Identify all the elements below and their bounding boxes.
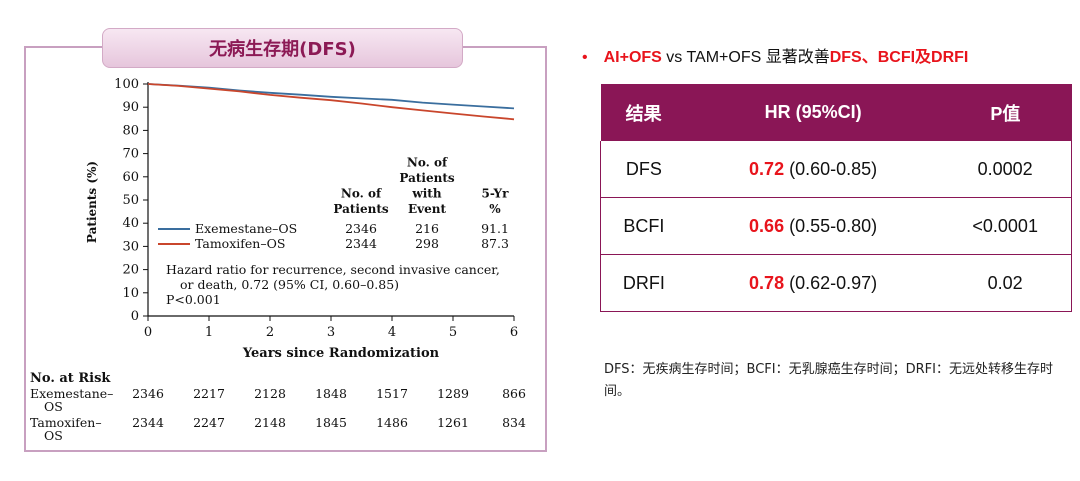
y-axis-label: Patients (%): [85, 161, 99, 243]
cell-hr: 0.66 (0.55-0.80): [686, 197, 940, 255]
figure-title-banner: 无病生存期(DFS): [102, 28, 463, 68]
at-risk-value: 2344: [132, 415, 164, 430]
x-tick-label: 3: [327, 325, 335, 340]
at-risk-value: 1517: [376, 386, 408, 401]
at-risk-value: 834: [502, 415, 526, 430]
at-risk-row-label: Exemestane–: [30, 386, 113, 401]
cell-p-value: 0.02: [939, 254, 1073, 312]
bullet-comparison: vs TAM+OFS 显著改善: [661, 49, 830, 66]
summary-patients: 2344: [345, 236, 377, 251]
summary-header-text: Event: [408, 202, 446, 216]
bullet-dot-icon: •: [582, 49, 588, 66]
header-p: P值: [939, 84, 1072, 141]
bullet-endpoints: DFS、BCFI及DRFI: [829, 49, 969, 66]
at-risk-value: 1289: [437, 386, 469, 401]
header-hr: HR (95%CI): [686, 84, 940, 141]
y-tick-label: 0: [131, 309, 139, 324]
x-axis-label: Years since Randomization: [242, 346, 440, 361]
x-tick-label: 5: [449, 325, 457, 340]
y-tick-label: 70: [122, 147, 139, 162]
at-risk-value: 2217: [193, 386, 225, 401]
summary-5yr: 91.1: [481, 221, 509, 236]
table-row: DRFI 0.78 (0.62-0.97) 0.02: [599, 254, 1073, 312]
at-risk-row-label: OS: [44, 399, 63, 414]
cell-p-value: <0.0001: [939, 197, 1073, 255]
at-risk-value: 2247: [193, 415, 225, 430]
y-tick-label: 40: [122, 216, 139, 231]
y-tick-label: 80: [122, 123, 139, 138]
summary-header-text: 5-Yr: [482, 187, 510, 201]
y-tick-label: 60: [122, 170, 139, 185]
hr-point-estimate: 0.72: [749, 158, 785, 179]
hazard-ratio-table: 结果 HR (95%CI) P值 DFS 0.72 (0.60-0.85) 0.…: [599, 84, 1073, 312]
at-risk-value: 1261: [437, 415, 469, 430]
y-tick-label: 100: [114, 77, 139, 92]
at-risk-value: 866: [502, 386, 526, 401]
summary-header-text: %: [489, 202, 501, 216]
cell-p-value: 0.0002: [939, 141, 1073, 198]
header-outcome: 结果: [600, 84, 687, 141]
table-row: DFS 0.72 (0.60-0.85) 0.0002: [599, 141, 1073, 198]
table-row: BCFI 0.66 (0.55-0.80) <0.0001: [599, 197, 1073, 255]
summary-patients: 2346: [345, 221, 377, 236]
summary-events: 298: [415, 236, 439, 251]
summary-header-text: No. of: [341, 187, 382, 201]
cell-hr: 0.72 (0.60-0.85): [686, 141, 940, 198]
summary-header-text: Patients: [333, 202, 388, 216]
legend-label: Exemestane–OS: [195, 221, 297, 236]
at-risk-title: No. at Risk: [30, 371, 111, 386]
at-risk-value: 2148: [254, 415, 286, 430]
summary-5yr: 87.3: [481, 236, 509, 251]
legend-label: Tamoxifen–OS: [195, 236, 285, 251]
x-tick-label: 6: [510, 325, 518, 340]
abbreviation-footnote: DFS：无疾病生存时间；BCFI：无乳腺癌生存时间；DRFI：无远处转移生存时间…: [604, 362, 1053, 399]
series-line-1: [147, 83, 515, 121]
hr-confidence-interval: (0.62-0.97): [784, 272, 878, 293]
y-tick-label: 10: [122, 286, 139, 301]
table-header-row: 结果 HR (95%CI) P值: [600, 84, 1072, 141]
y-tick-label: 50: [122, 193, 139, 208]
x-tick-label: 4: [388, 325, 396, 340]
at-risk-row-label: OS: [44, 428, 63, 443]
cell-outcome: DRFI: [599, 254, 687, 312]
hr-confidence-interval: (0.60-0.85): [784, 158, 878, 179]
y-tick-label: 20: [122, 263, 139, 278]
at-risk-row-label: Tamoxifen–: [30, 415, 102, 430]
summary-header-text: No. of: [407, 156, 448, 170]
at-risk-value: 1845: [315, 415, 347, 430]
cell-hr: 0.78 (0.62-0.97): [686, 254, 940, 312]
summary-events: 216: [415, 221, 439, 236]
y-tick-label: 90: [122, 100, 139, 115]
at-risk-value: 1848: [315, 386, 347, 401]
y-tick-label: 30: [122, 239, 139, 254]
x-tick-label: 0: [144, 325, 152, 340]
p-value-annotation: P<0.001: [166, 292, 221, 307]
x-tick-label: 1: [205, 325, 213, 340]
at-risk-value: 2128: [254, 386, 286, 401]
summary-header-text: with: [411, 187, 441, 201]
hazard-ratio-annotation: Hazard ratio for recurrence, second inva…: [166, 262, 500, 277]
key-finding-bullet: • AI+OFS vs TAM+OFS 显著改善DFS、BCFI及DRFI: [582, 43, 968, 67]
at-risk-value: 2346: [132, 386, 164, 401]
at-risk-value: 1486: [376, 415, 408, 430]
x-tick-label: 2: [266, 325, 274, 340]
hr-point-estimate: 0.78: [749, 272, 785, 293]
bullet-ai-ofs: AI+OFS: [603, 49, 662, 66]
hr-confidence-interval: (0.55-0.80): [784, 215, 878, 236]
cell-outcome: BCFI: [599, 197, 687, 255]
hazard-ratio-annotation: or death, 0.72 (95% CI, 0.60–0.85): [180, 277, 399, 292]
cell-outcome: DFS: [599, 141, 687, 198]
summary-header-text: Patients: [399, 171, 454, 185]
hr-point-estimate: 0.66: [749, 215, 785, 236]
